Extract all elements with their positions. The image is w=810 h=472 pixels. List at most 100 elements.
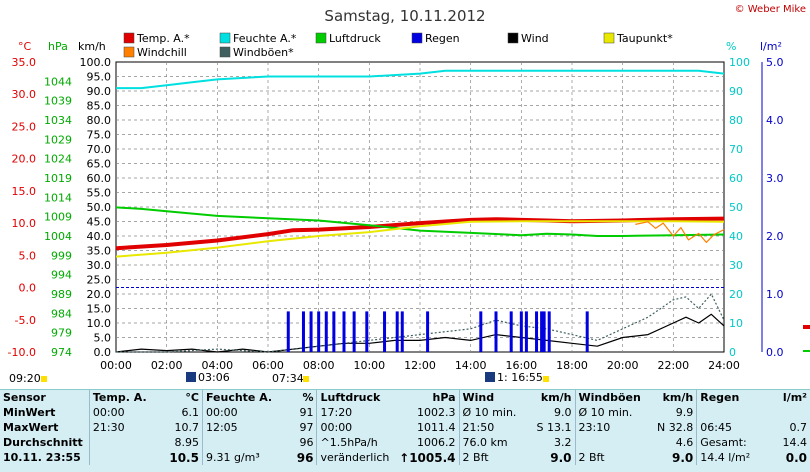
series-line (115, 220, 725, 258)
temp-tick-label: 0.0 (19, 282, 37, 295)
time-tick-label: 02:00 (151, 359, 183, 372)
stats-value-cell: 96 (299, 436, 314, 449)
stats-value-cell: 10.5 (169, 450, 199, 465)
rain-bar (309, 311, 313, 352)
stats-value-cell: 00:00 (88, 405, 158, 420)
stats-value-cell (574, 435, 644, 450)
pressure-tick-label: 1044 (44, 75, 72, 88)
pressure-tick-label: 1024 (44, 153, 72, 166)
pressure-tick-label: 974 (51, 346, 72, 359)
pressure-tick-label: 1039 (44, 95, 72, 108)
statistics-panel: Sensor Temp. A. °C Feuchte A.% Luftdruck hPa W… (0, 389, 810, 472)
wind-tick-label: 75.0 (87, 129, 112, 142)
wind-tick-label: 65.0 (87, 158, 112, 171)
stats-value-cell: 12:05 (201, 420, 276, 435)
rain-bar (332, 311, 336, 352)
statistics-table: Sensor Temp. A. °C Feuchte A.% Luftdruck hPa W… (0, 390, 810, 465)
stats-header-cell: Luftdruck (316, 390, 397, 405)
time-tick-label: 16:00 (505, 359, 537, 372)
stats-value-cell: 21:30 (88, 420, 158, 435)
legend-label: Wind (521, 32, 549, 45)
pressure-unit-label: hPa (48, 40, 68, 53)
temp-tick-label: -10.0 (8, 346, 36, 359)
stats-value-cell: ^1.5hPa/h (316, 435, 397, 450)
stats-header-cell: °C (185, 391, 199, 404)
rain-bar (301, 311, 305, 352)
stats-value-cell: S 13.1 (536, 421, 572, 434)
stats-value-cell (88, 435, 158, 450)
wind-tick-label: 55.0 (87, 187, 112, 200)
legend-swatch (411, 32, 423, 44)
stats-value-cell: 1002.3 (417, 406, 456, 419)
legend: Temp. A.* Feuchte A.* Luftdruck Regen Wind Ta… (123, 32, 673, 59)
stats-value-cell: 3.2 (554, 436, 572, 449)
temp-tick-label: 25.0 (12, 120, 37, 133)
humidity-tick-label: 10 (729, 317, 743, 330)
stats-row-label: MaxWert (3, 421, 59, 434)
stats-value-cell: 06:45 (696, 420, 764, 435)
stats-header-cell: km/h (540, 391, 572, 404)
series-line (115, 206, 725, 237)
rain-bar (317, 311, 321, 352)
stats-value-cell: 1006.2 (417, 436, 456, 449)
pressure-tick-label: 1019 (44, 172, 72, 185)
wind-tick-label: 60.0 (87, 172, 112, 185)
rain-bar (524, 311, 528, 352)
wind-tick-label: 5.0 (94, 332, 112, 345)
humidity-tick-label: 70 (729, 143, 743, 156)
legend-label: Temp. A.* (136, 32, 190, 45)
rain-bar (426, 311, 430, 352)
stats-row-label: 10.11. 23:55 (3, 451, 81, 464)
pressure-tick-label: 1029 (44, 133, 72, 146)
copyright-label: © Weber Mike (735, 4, 806, 15)
rain-bar (494, 311, 498, 352)
series-line (116, 293, 725, 353)
wind-tick-label: 35.0 (87, 245, 112, 258)
rain-tick-label: 0.0 (766, 346, 784, 359)
time-tick-label: 12:00 (404, 359, 436, 372)
stats-value-cell: veränderlich (316, 450, 397, 465)
time-tick-label: 04:00 (201, 359, 233, 372)
series-line (116, 69, 725, 90)
plot-area (115, 61, 725, 353)
time-tick-label: 24:00 (708, 359, 740, 372)
legend-label: Regen (425, 32, 460, 45)
humidity-tick-label: 40 (729, 230, 743, 243)
rain-bar (342, 311, 346, 352)
series-line (115, 313, 725, 353)
wind-tick-label: 15.0 (87, 303, 112, 316)
wind-tick-label: 20.0 (87, 288, 112, 301)
stats-header-cell: % (302, 391, 314, 404)
stats-value-cell: Ø 10 min. (574, 405, 644, 420)
temp-tick-label: 5.0 (19, 249, 37, 262)
chart-title: Samstag, 10.11.2012 (324, 7, 485, 25)
humidity-tick-label: 80 (729, 114, 743, 127)
sunset-time-label: 1: 16:55 (497, 371, 543, 384)
stats-value-cell: 9.31 g/m³ (201, 450, 276, 465)
stats-value-cell: ↑1005.4 (399, 450, 456, 465)
wind-tick-label: 90.0 (87, 85, 112, 98)
legend-label: Windböen* (233, 46, 294, 59)
temp-tick-label: 10.0 (12, 217, 37, 230)
rain-bar (479, 311, 483, 352)
wind-tick-label: 10.0 (87, 317, 112, 330)
rain-bar (365, 311, 369, 352)
stats-value-cell: 9.0 (550, 450, 572, 465)
stats-value-cell (201, 435, 276, 450)
legend-swatch (315, 32, 327, 44)
stats-value-cell: 14.4 (782, 436, 808, 449)
stats-value-cell: 2 Bft (574, 450, 644, 465)
temp-tick-label: 20.0 (12, 153, 37, 166)
stats-header-cell: hPa (432, 391, 456, 404)
stats-header-cell: Feuchte A. (201, 390, 276, 405)
wind-tick-label: 70.0 (87, 143, 112, 156)
legend-label: Taupunkt* (616, 32, 673, 45)
stats-header-cell: Regen (696, 390, 764, 405)
time-tick-label: 10:00 (353, 359, 385, 372)
legend-swatch (219, 46, 231, 58)
rain-bar (383, 311, 387, 352)
temp-unit-label: °C (18, 40, 32, 53)
legend-swatch (507, 32, 519, 44)
humidity-tick-label: 0 (729, 346, 736, 359)
stats-value-cell: 17:20 (316, 405, 397, 420)
